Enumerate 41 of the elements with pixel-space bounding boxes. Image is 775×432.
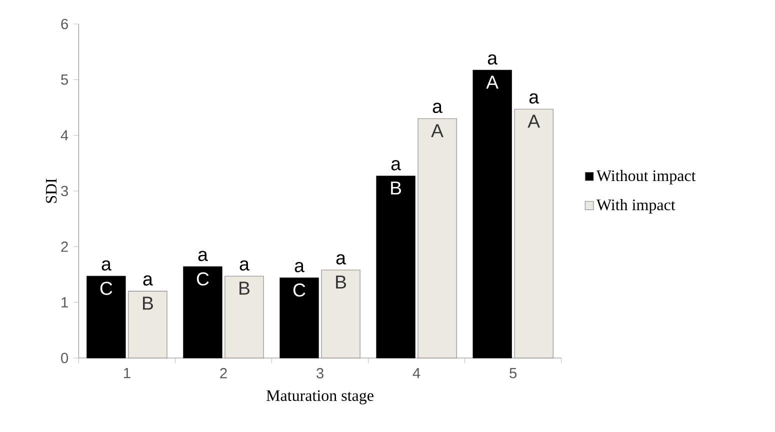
annotation: a [143,275,153,286]
annotation: a [240,260,250,271]
legend-label: With impact [596,198,676,214]
y-tick-label: 4 [60,130,68,140]
annotation: C [196,272,209,286]
annotation: C [293,283,306,297]
annotation: A [431,124,444,138]
bar [86,276,126,358]
x-tick-label: 3 [316,368,324,378]
bar [280,278,319,358]
annotation: a [336,254,346,264]
x-tick-label: 1 [124,368,130,378]
y-tick-label: 0 [61,352,68,364]
y-axis-title: SDI [46,178,57,203]
y-tick-label: 3 [61,186,68,196]
bar [183,266,222,358]
y-tick-label: 1 [62,297,68,308]
y-tick-label: 6 [61,18,68,30]
y-tick-label: 2 [61,242,68,252]
annotation: B [336,276,346,288]
bar [376,176,416,358]
legend-label: Without impact [596,170,696,184]
bar [472,70,512,358]
x-tick-label: 2 [220,368,227,378]
annotation: A [486,76,499,89]
annotation: B [240,282,250,295]
x-tick-label: 4 [412,368,420,378]
annotation: a [102,260,112,271]
annotation: a [432,102,442,114]
annotation: a [198,250,208,262]
annotation: a [529,93,540,104]
annotation: a [488,54,498,65]
x-tick-label: 5 [510,368,517,378]
annotation: B [143,296,153,310]
annotation: B [391,182,402,194]
y-tick-label: 5 [61,74,68,85]
annotation: a [391,160,401,170]
annotation: C [100,282,112,295]
annotation: a [294,262,304,272]
x-axis-title: Maturation stage [266,390,374,404]
annotation: A [528,114,540,128]
